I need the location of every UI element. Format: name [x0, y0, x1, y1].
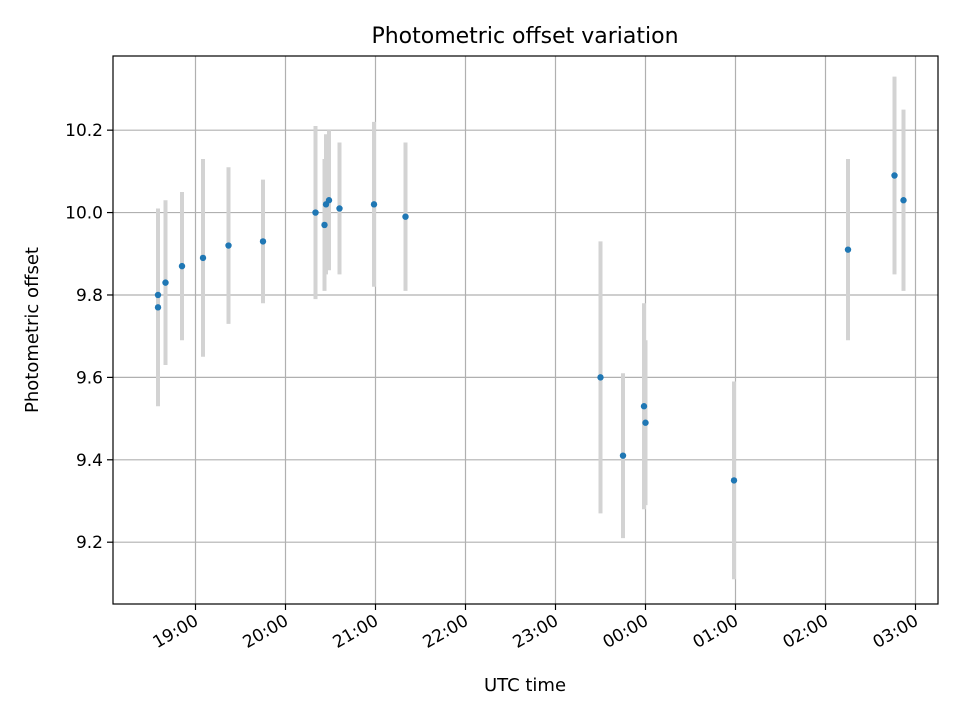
x-tick-label: 02:00: [780, 611, 832, 653]
y-tick-label: 9.4: [76, 451, 103, 471]
y-tick-label: 9.6: [76, 368, 103, 388]
grid: [113, 56, 938, 604]
data-point: [900, 197, 907, 204]
x-tick-label: 21:00: [330, 611, 382, 653]
y-tick-label: 10.2: [65, 121, 103, 141]
data-point: [370, 201, 378, 208]
data-point: [325, 197, 333, 204]
data-point: [154, 304, 162, 311]
data-point: [642, 419, 649, 426]
data-points: [154, 172, 907, 484]
chart-title: Photometric offset variation: [371, 24, 678, 49]
data-point: [619, 452, 627, 459]
x-tick-label: 19:00: [150, 611, 202, 653]
data-point: [178, 262, 186, 270]
data-point: [154, 291, 162, 299]
y-tick-label: 10.0: [65, 204, 103, 224]
y-tick-label: 9.8: [76, 286, 103, 306]
data-point: [844, 246, 852, 253]
data-point: [891, 172, 898, 179]
y-axis-ticks: 9.2 9.4 9.6 9.8 10.0 10.2: [65, 121, 113, 553]
plot-frame: [112, 55, 939, 605]
data-point: [225, 242, 232, 249]
data-point: [162, 279, 169, 286]
data-point: [312, 209, 319, 216]
data-point: [321, 221, 328, 229]
x-tick-label: 00:00: [600, 611, 652, 653]
data-point: [199, 254, 207, 262]
data-point: [259, 238, 267, 245]
x-axis-label: UTC time: [484, 675, 566, 696]
data-point: [402, 213, 409, 220]
x-tick-label: 23:00: [510, 611, 562, 653]
data-point: [597, 374, 604, 381]
x-tick-label: 03:00: [870, 611, 922, 653]
x-axis-ticks: 19:00 20:00 21:00 22:00 23:00 00:00 01:00 02:00…: [150, 604, 922, 653]
y-axis-label: Photometric offset: [22, 247, 43, 413]
y-tick-label: 9.2: [76, 533, 103, 553]
data-point: [336, 205, 343, 212]
error-bars: [156, 76, 906, 580]
x-tick-label: 20:00: [240, 611, 292, 653]
data-point: [730, 477, 738, 484]
data-point: [640, 403, 648, 410]
x-tick-label: 01:00: [690, 611, 742, 653]
x-tick-label: 22:00: [420, 611, 472, 653]
